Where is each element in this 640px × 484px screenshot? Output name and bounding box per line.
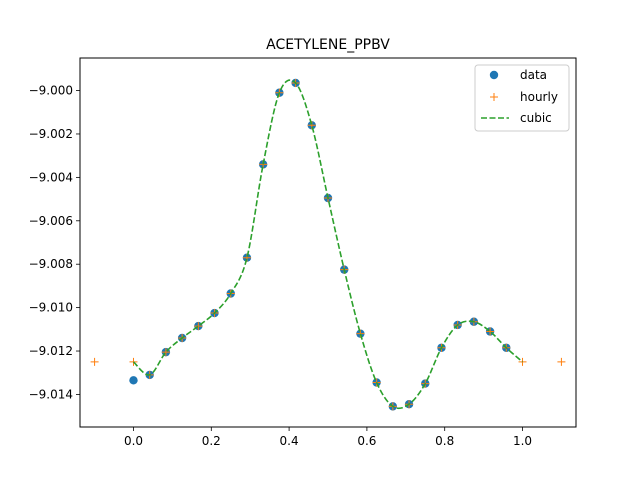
y-tick-label: −9.010	[29, 301, 73, 315]
y-tick-label: −9.000	[29, 84, 73, 98]
hourly-point	[486, 327, 495, 336]
x-axis: 0.0 0.2 0.4 0.6 0.8 1.0	[124, 427, 532, 448]
x-tick-label: 0.4	[280, 434, 299, 448]
x-tick-label: 0.6	[357, 434, 376, 448]
legend-label: cubic	[520, 111, 552, 125]
legend-label: hourly	[520, 90, 558, 104]
y-tick-label: −9.012	[29, 344, 73, 358]
data-point	[129, 376, 138, 385]
cubic-line	[132, 79, 524, 410]
chart-title: ACETYLENE_PPBV	[266, 37, 390, 53]
plot-frame	[79, 57, 577, 428]
hourly-point	[557, 357, 566, 366]
x-tick-label: 0.8	[435, 434, 454, 448]
y-tick-label: −9.014	[29, 387, 73, 401]
legend-hourly-marker	[490, 93, 498, 101]
y-tick-label: −9.006	[29, 214, 73, 228]
x-tick-label: 1.0	[513, 434, 532, 448]
x-tick-label: 0.2	[202, 434, 221, 448]
y-tick-label: −9.002	[29, 127, 73, 141]
hourly-point	[129, 357, 138, 366]
legend-data-marker	[489, 70, 499, 80]
legend: data hourly cubic	[474, 64, 570, 132]
hourly-point	[161, 348, 170, 357]
legend-label: data	[520, 68, 547, 82]
hourly-point	[90, 357, 99, 366]
y-axis: −9.014 −9.012 −9.010 −9.008 −9.006 −9.004 −9.0…	[29, 84, 80, 401]
y-tick-label: −9.004	[29, 170, 73, 184]
hourly-point	[194, 322, 203, 331]
series-layer	[90, 78, 566, 411]
x-tick-label: 0.0	[124, 434, 143, 448]
y-tick-label: −9.008	[29, 257, 73, 271]
legend-box	[474, 64, 570, 132]
